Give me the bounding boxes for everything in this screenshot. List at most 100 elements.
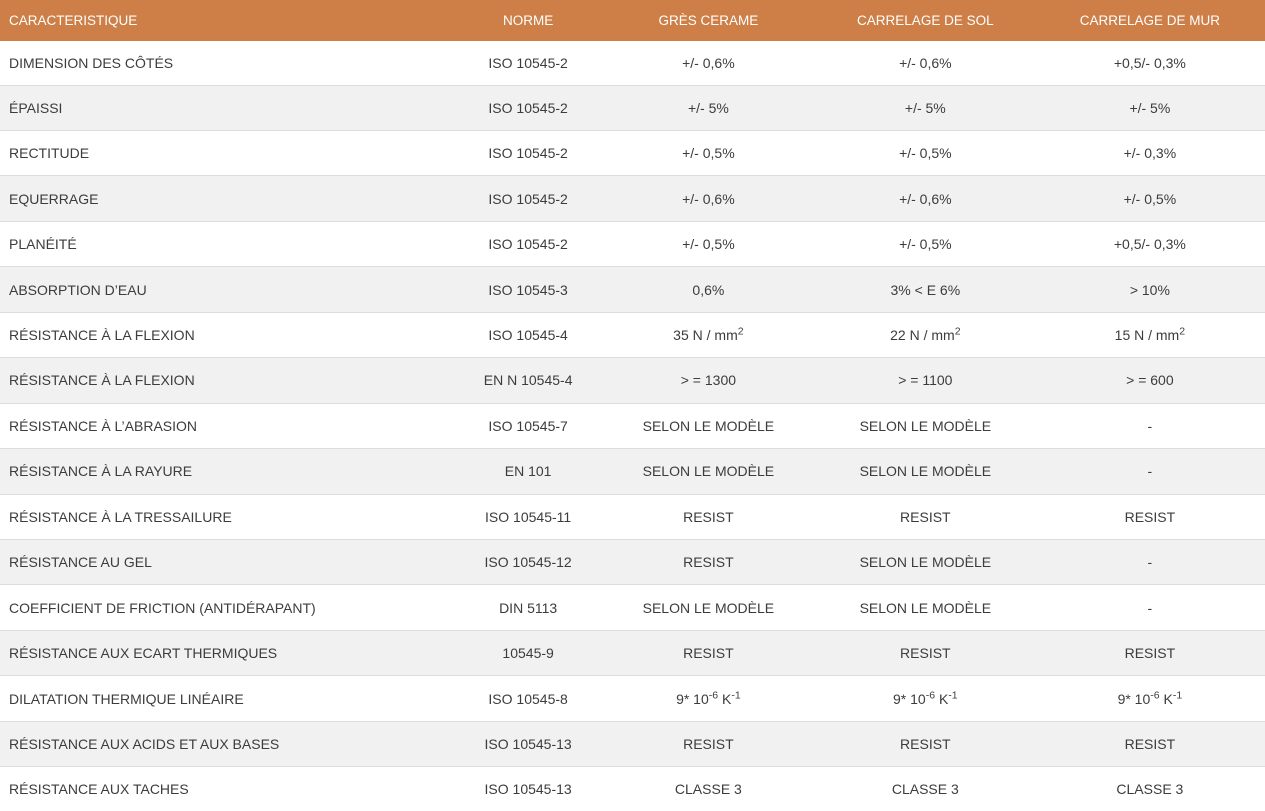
cell-norme: ISO 10545-13 (484, 781, 572, 798)
cell-carrelage-de-sol: +/- 0,5% (899, 236, 952, 253)
cell-caracteristique: RÉSISTANCE AU GEL (9, 554, 152, 571)
column-header-carrelage-de-mur: CARRELAGE DE MUR (1079, 13, 1221, 28)
cell-carrelage-de-mur: +0,5/- 0,3% (1113, 54, 1186, 71)
cell-caracteristique: RÉSISTANCE À LA FLEXION (9, 327, 195, 344)
cell-carrelage-de-sol: SELON LE MODÈLE (859, 417, 992, 434)
cell-caracteristique: ABSORPTION D’EAU (9, 281, 147, 298)
cell-carrelage-de-mur: - (1147, 599, 1153, 616)
cell-norme: ISO 10545-11 (485, 508, 572, 525)
cell-norme: ISO 10545-7 (488, 417, 568, 434)
table-row: RÉSISTANCE À LA FLEXION EN N 10545-4 > =… (0, 357, 1265, 404)
cell-caracteristique: RÉSISTANCE À LA FLEXION (9, 372, 195, 389)
cell-caracteristique: ÉPAISSI (9, 99, 63, 116)
cell-carrelage-de-mur: - (1147, 417, 1153, 434)
cell-caracteristique: RÉSISTANCE AUX ECART THERMIQUES (9, 645, 278, 662)
cell-gres-cerame: 9* 10-6 K-1 (676, 688, 741, 707)
cell-norme: ISO 10545-2 (488, 190, 568, 207)
cell-gres-cerame: RESIST (683, 554, 734, 571)
cell-caracteristique: COEFFICIENT DE FRICTION (ANTIDÉRAPANT) (9, 599, 316, 616)
table-row: DIMENSION DES CÔTÉS ISO 10545-2 +/- 0,6%… (0, 41, 1265, 86)
cell-carrelage-de-sol: +/- 0,6% (899, 54, 952, 71)
cell-carrelage-de-mur: - (1147, 463, 1153, 480)
cell-carrelage-de-mur: > = 600 (1126, 372, 1174, 389)
table-row: RÉSISTANCE À LA TRESSAILURE ISO 10545-11… (0, 494, 1265, 540)
table-header: CARACTERISTIQUE NORME GRÈS CERAME CARREL… (0, 0, 1265, 41)
cell-caracteristique: RECTITUDE (9, 145, 90, 162)
cell-gres-cerame: +/- 0,5% (682, 236, 735, 253)
cell-gres-cerame: SELON LE MODÈLE (642, 599, 775, 616)
cell-carrelage-de-sol: SELON LE MODÈLE (859, 463, 992, 480)
cell-gres-cerame: +/- 0,5% (682, 145, 735, 162)
cell-carrelage-de-mur: +/- 5% (1129, 99, 1171, 116)
cell-caracteristique: EQUERRAGE (9, 190, 99, 207)
cell-caracteristique: DILATATION THERMIQUE LINÉAIRE (9, 690, 244, 707)
cell-carrelage-de-sol: 9* 10-6 K-1 (893, 688, 958, 707)
cell-gres-cerame: 0,6% (692, 281, 725, 298)
cell-carrelage-de-mur: > 10% (1129, 281, 1170, 298)
cell-carrelage-de-sol: 22 N / mm2 (890, 325, 961, 344)
cell-norme: ISO 10545-2 (488, 236, 568, 253)
cell-carrelage-de-sol: RESIST (900, 508, 951, 525)
cell-gres-cerame: RESIST (683, 735, 734, 752)
cell-norme: ISO 10545-4 (488, 327, 568, 344)
column-header-carrelage-de-sol: CARRELAGE DE SOL (857, 13, 994, 28)
cell-norme: EN 101 (504, 463, 552, 480)
column-header-gres-cerame: GRÈS CERAME (658, 13, 759, 28)
cell-norme: EN N 10545-4 (483, 372, 573, 389)
table-row: RÉSISTANCE À L’ABRASION ISO 10545-7 SELO… (0, 403, 1265, 449)
cell-carrelage-de-mur: 15 N / mm2 (1114, 325, 1186, 344)
cell-caracteristique: RÉSISTANCE AUX TACHES (9, 781, 189, 798)
cell-gres-cerame: RESIST (683, 645, 734, 662)
cell-gres-cerame: > = 1300 (680, 372, 737, 389)
cell-carrelage-de-mur: +/- 0,5% (1123, 190, 1177, 207)
table-row: RÉSISTANCE À LA RAYURE EN 101 SELON LE M… (0, 448, 1265, 495)
cell-gres-cerame: +/- 0,6% (682, 190, 735, 207)
cell-carrelage-de-sol: SELON LE MODÈLE (859, 554, 992, 571)
cell-gres-cerame: +/- 0,6% (682, 54, 735, 71)
cell-caracteristique: PLANÉITÉ (9, 236, 77, 253)
cell-carrelage-de-mur: 9* 10-6 K-1 (1117, 688, 1183, 707)
header-row: CARACTERISTIQUE NORME GRÈS CERAME CARREL… (0, 0, 1265, 41)
cell-caracteristique: RÉSISTANCE AUX ACIDS ET AUX BASES (9, 735, 280, 752)
table-row: RECTITUDE ISO 10545-2 +/- 0,5% +/- 0,5% … (0, 130, 1265, 176)
cell-norme: ISO 10545-13 (484, 735, 572, 752)
cell-carrelage-de-sol: +/- 0,5% (899, 145, 952, 162)
cell-caracteristique: DIMENSION DES CÔTÉS (9, 54, 174, 71)
cell-carrelage-de-mur: CLASSE 3 (1116, 781, 1184, 798)
cell-gres-cerame: +/- 5% (687, 99, 729, 116)
cell-gres-cerame: CLASSE 3 (674, 781, 742, 798)
cell-gres-cerame: SELON LE MODÈLE (642, 417, 775, 434)
cell-norme: ISO 10545-2 (488, 99, 568, 116)
table-row: RÉSISTANCE AUX ECART THERMIQUES 10545-9 … (0, 630, 1265, 676)
table-row: DILATATION THERMIQUE LINÉAIRE ISO 10545-… (0, 675, 1265, 722)
table-row: RÉSISTANCE AU GEL ISO 10545-12 RESIST SE… (0, 539, 1265, 585)
cell-carrelage-de-sol: SELON LE MODÈLE (859, 599, 992, 616)
cell-carrelage-de-mur: +/- 0,3% (1123, 145, 1177, 162)
table-row: COEFFICIENT DE FRICTION (ANTIDÉRAPANT) D… (0, 584, 1265, 631)
table-row: ABSORPTION D’EAU ISO 10545-3 0,6% 3% < E… (0, 266, 1265, 313)
table-row: PLANÉITÉ ISO 10545-2 +/- 0,5% +/- 0,5% +… (0, 221, 1265, 267)
column-header-caracteristique: CARACTERISTIQUE (9, 13, 138, 28)
cell-carrelage-de-mur: RESIST (1124, 508, 1176, 525)
cell-carrelage-de-mur: RESIST (1124, 645, 1176, 662)
table-body: DIMENSION DES CÔTÉS ISO 10545-2 +/- 0,6%… (0, 41, 1265, 811)
cell-norme: ISO 10545-8 (488, 690, 568, 707)
cell-carrelage-de-mur: - (1147, 554, 1153, 571)
cell-carrelage-de-sol: +/- 5% (904, 99, 946, 116)
cell-gres-cerame: SELON LE MODÈLE (642, 463, 775, 480)
cell-carrelage-de-sol: CLASSE 3 (891, 781, 959, 798)
cell-carrelage-de-mur: +0,5/- 0,3% (1113, 236, 1186, 253)
cell-norme: ISO 10545-12 (484, 554, 572, 571)
cell-caracteristique: RÉSISTANCE À LA RAYURE (9, 463, 193, 480)
cell-norme: 10545-9 (502, 645, 554, 662)
column-header-norme: NORME (503, 13, 554, 28)
table-row: RÉSISTANCE AUX TACHES ISO 10545-13 CLASS… (0, 766, 1265, 811)
cell-caracteristique: RÉSISTANCE À LA TRESSAILURE (9, 508, 232, 525)
cell-norme: ISO 10545-3 (488, 281, 568, 298)
cell-norme: ISO 10545-2 (488, 54, 568, 71)
table-row: EQUERRAGE ISO 10545-2 +/- 0,6% +/- 0,6% … (0, 175, 1265, 222)
cell-carrelage-de-sol: 3% < E 6% (890, 281, 961, 298)
table-row: ÉPAISSI ISO 10545-2 +/- 5% +/- 5% +/- 5% (0, 85, 1265, 131)
